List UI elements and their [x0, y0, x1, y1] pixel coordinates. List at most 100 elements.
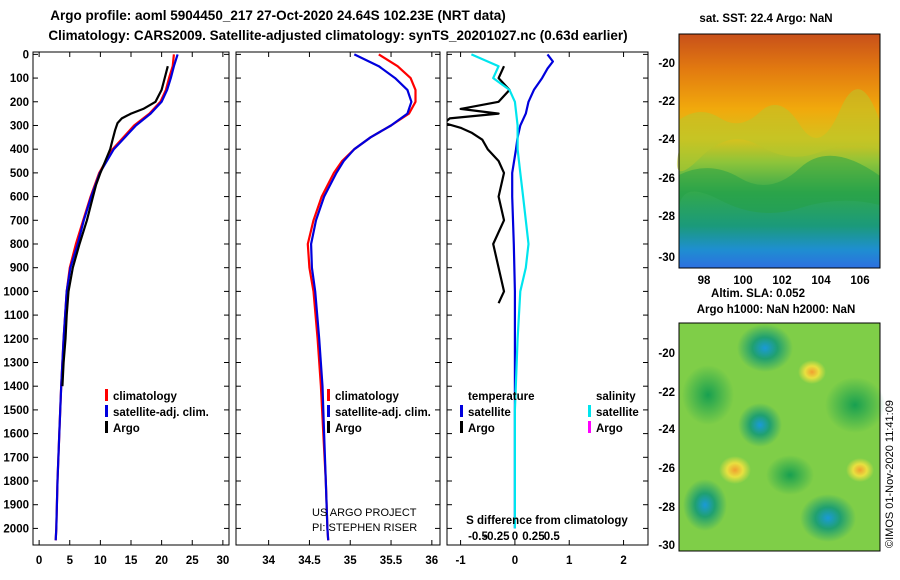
difference-legend: temperature satellite Argo salinity sate…	[460, 391, 639, 527]
sst-map-texture	[676, 89, 880, 172]
project-annotation: US ARGO PROJECT	[312, 507, 417, 519]
depth-tick-label: 900	[10, 263, 29, 275]
depth-tick-label: 700	[10, 215, 29, 227]
x-tick-label: 20	[155, 555, 168, 567]
s-tick-label: -0.25	[483, 531, 510, 543]
depth-tick-label: 800	[10, 239, 29, 251]
sla-map-frame	[678, 322, 881, 552]
depth-tick-label: 1100	[4, 310, 29, 322]
title-line-2: Climatology: CARS2009. Satellite-adjuste…	[48, 28, 627, 43]
legend-swatch-temp-satellite	[460, 405, 463, 417]
depth-tick-label: 1200	[3, 334, 29, 346]
sst-xtick: 106	[850, 275, 869, 287]
depth-tick-label: 1600	[3, 429, 29, 441]
sla-blob	[798, 360, 826, 384]
series-line-salinity-satellite	[470, 53, 530, 529]
series-line-climatology	[306, 53, 417, 541]
legend-label-argo: Argo	[335, 423, 362, 435]
x-tick-label: 0	[512, 555, 518, 567]
sla-blob	[738, 403, 782, 447]
series-line-climatology	[54, 54, 175, 541]
x-tick-label: 1	[566, 555, 573, 567]
s-tick-label: -0.5	[468, 531, 488, 543]
x-tick-label: 35	[344, 555, 357, 567]
sst-ytick: -22	[658, 96, 675, 108]
x-tick-label: 0	[36, 555, 42, 567]
salinity-panel-frame	[235, 51, 441, 546]
legend-title-salinity: salinity	[596, 391, 636, 403]
depth-axis-labels: 0 100 200 300 400 500 600 700 800 900 1000 1100 1200…	[3, 49, 29, 535]
depth-tick-label: 200	[10, 97, 29, 109]
depth-tick-label: 1800	[3, 476, 29, 488]
sst-ytick: -30	[658, 252, 675, 264]
s-tick-label: 0.5	[544, 531, 561, 543]
sst-map-texture-2	[679, 155, 880, 213]
sla-blob	[766, 455, 814, 495]
salinity-legend: climatology satellite-adj. clim. Argo US…	[312, 389, 431, 534]
sla-map-title-2: Argo h1000: NaN h2000: NaN	[697, 304, 856, 316]
temperature-panel-frame	[32, 51, 230, 546]
axis-ticks	[33, 52, 648, 545]
depth-tick-label: 1500	[3, 405, 29, 417]
depth-tick-label: 1900	[3, 500, 29, 512]
legend-label-sal-argo: Argo	[596, 423, 623, 435]
depth-tick-label: 100	[10, 73, 29, 85]
legend-swatch-sal-satellite	[588, 405, 591, 417]
difference-panel-frame	[446, 51, 649, 546]
sla-blob	[800, 494, 856, 542]
x-tick-label: 15	[125, 555, 138, 567]
temperature-legend: climatology satellite-adj. clim. Argo	[105, 389, 209, 435]
sla-blob	[682, 365, 734, 425]
depth-tick-label: 400	[10, 144, 29, 156]
sla-ytick: -26	[658, 463, 675, 475]
series-line-temperature-argo	[447, 65, 511, 304]
sla-blob	[737, 324, 793, 372]
x-tick-label: 34.5	[298, 555, 321, 567]
legend-swatch-argo	[105, 421, 108, 433]
depth-tick-label: 1700	[3, 452, 29, 464]
legend-label-temp-satellite: satellite	[468, 407, 511, 419]
depth-tick-label: 500	[10, 168, 29, 180]
sst-ytick: -24	[658, 134, 675, 146]
depth-tick-label: 2000	[3, 523, 29, 535]
depth-tick-label: 1300	[3, 358, 29, 370]
series-line-satellite-adj-clim-	[310, 53, 413, 541]
sla-blob	[683, 479, 727, 531]
sst-xtick: 100	[733, 275, 752, 287]
sla-map: Altim. SLA: 0.052 Argo h1000: NaN h2000:…	[658, 288, 885, 552]
legend-label-temp-argo: Argo	[468, 423, 495, 435]
legend-label-climatology: climatology	[335, 391, 400, 403]
legend-label-argo: Argo	[113, 423, 140, 435]
sla-map-title-1: Altim. SLA: 0.052	[711, 288, 805, 300]
x-tick-label: 10	[94, 555, 107, 567]
legend-swatch-satellite	[105, 405, 108, 417]
legend-swatch-climatology	[327, 389, 330, 401]
sla-ytick: -24	[658, 424, 675, 436]
x-tick-label: 2	[620, 555, 626, 567]
credit-text: ©IMOS 01-Nov-2020 11:41:09	[884, 400, 896, 548]
sla-ytick: -22	[658, 387, 675, 399]
s-tick-label: 0.25	[522, 531, 545, 543]
title-line-1: Argo profile: aoml 5904450_217 27-Oct-20…	[50, 8, 505, 23]
depth-tick-label: 600	[10, 192, 29, 204]
legend-title-temperature: temperature	[468, 391, 534, 403]
legend-label-satellite: satellite-adj. clim.	[335, 407, 431, 419]
sst-xtick: 102	[772, 275, 791, 287]
sla-ytick: -30	[658, 540, 675, 552]
legend-label-climatology: climatology	[113, 391, 178, 403]
depth-tick-label: 1400	[3, 381, 29, 393]
series-line-satellite-adj-clim-	[54, 54, 179, 541]
x-tick-label: 36	[425, 555, 438, 567]
depth-tick-label: 0	[23, 49, 29, 61]
x-tick-label: 30	[217, 555, 230, 567]
depth-tick-label: 300	[10, 121, 29, 133]
sst-map-title: sat. SST: 22.4 Argo: NaN	[699, 13, 832, 25]
sst-map-frame	[678, 33, 881, 269]
salinity-plot	[306, 53, 417, 541]
x-tick-label: 35.5	[380, 555, 403, 567]
sst-xtick: 98	[698, 275, 711, 287]
sla-ytick: -20	[658, 348, 675, 360]
sla-blob	[825, 377, 885, 433]
legend-swatch-climatology	[105, 389, 108, 401]
s-difference-axis-title: S difference from climatology	[466, 515, 628, 527]
